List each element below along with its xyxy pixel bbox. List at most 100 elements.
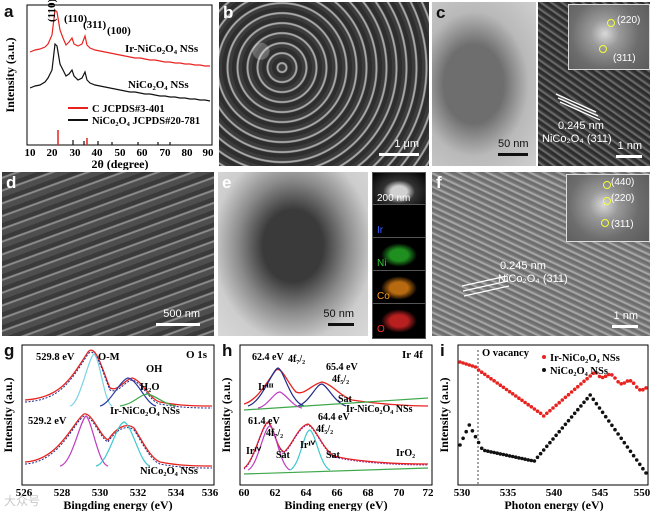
xas-ir-point (588, 374, 592, 378)
sem-d-scale-bar (156, 323, 200, 326)
xas-nico-point (597, 406, 602, 410)
xas-nico-point (526, 458, 530, 462)
fft-label-220: (220) (611, 193, 635, 204)
xas-ann-o-vacancy: O vacancy (482, 348, 530, 359)
xrd-xtick: 60 (137, 147, 149, 159)
xps-ir4f-ann-sat-1: Sat (276, 450, 291, 461)
xas-ir-point (479, 370, 484, 374)
panel-c-fft-inset: (220) (311) (568, 4, 650, 70)
xas-xtick: 550 (634, 487, 651, 499)
xps-o1s-xtick: 528 (54, 487, 71, 499)
xas-ir-point (560, 398, 565, 402)
xas-ir-point (554, 403, 558, 408)
xps-o1s-xlabel: Bingding energy (eV) (63, 498, 172, 511)
xas-nico-point (510, 454, 515, 459)
xrd-chart: 10 20 30 40 50 60 70 80 90 2θ (degree) I… (3, 0, 215, 170)
xrd-peak-110: (110) (64, 13, 88, 25)
xas-nico-point (634, 458, 639, 462)
xas-nico-point (619, 436, 623, 441)
xrd-legend-c: C JCPDS#3-401 (92, 104, 165, 115)
sem-b-scale-bar (379, 153, 419, 156)
xas-nico-point (464, 429, 468, 434)
xps-ir4f-ann-644: 64.4 eV (318, 412, 350, 423)
xas-nico-point (529, 458, 534, 463)
xas-ir-point (603, 374, 608, 378)
panel-c-tem-image: c 50 nm (432, 2, 536, 166)
xas-ir-point (638, 388, 642, 392)
xas-nico-point (495, 451, 499, 455)
panel-g-xps-o1s: 526 528 530 532 534 536 Bingding energy … (0, 340, 218, 511)
xps-ir4f-xtick: 62 (270, 487, 282, 499)
xps-o1s-xtick: 534 (168, 487, 185, 499)
xas-nico-point (467, 423, 472, 427)
panel-e-tem-image: e 50 nm (218, 172, 368, 336)
panel-b-sem-image: b 1 μm (219, 2, 429, 166)
xas-nico-point (557, 429, 561, 434)
xas-nico-point (548, 440, 552, 445)
xps-ir4f-iro2-4f52 (289, 429, 331, 471)
panel-f-hrtem-image: f (440) (220) (311) 0.245 nm NiCo₂O₄ (31… (432, 172, 650, 336)
xps-o1s-ann-5298: 529.8 eV (36, 352, 75, 363)
xas-nico-point (638, 462, 642, 467)
xps-o1s-ir-label: Ir-NiCo₂O₄ NSs (110, 406, 180, 417)
xps-ir4f-xtick: 68 (363, 487, 375, 499)
xas-ir-point (464, 362, 468, 366)
xps-ir4f-ir-4f52 (297, 383, 347, 407)
xps-ir4f-ir-label: Ir-NiCo₂O₄ NSs (346, 404, 413, 415)
xps-o1s-nico-oh (95, 421, 151, 467)
xas-ir-point (619, 382, 623, 386)
xps-ir4f-ann-iriii: Irᴵᴵᴵ (258, 382, 274, 393)
xas-nico-point (501, 452, 506, 457)
xas-ir-point (473, 365, 478, 369)
xps-ir4f-ann-4f72-bot: 4f₇/₂ (266, 428, 283, 439)
xps-ir4f-ann-624: 62.4 eV (252, 352, 284, 363)
xrd-xtick: 90 (203, 147, 215, 159)
xps-o1s-nico-om (59, 415, 109, 467)
xas-ir-point (483, 372, 487, 377)
xas-nico-point (517, 456, 521, 460)
fft-label-311: (311) (613, 53, 636, 64)
xps-ir4f-ir-4f72 (247, 367, 305, 407)
xrd-peak-100: (100) (107, 25, 131, 37)
xas-nico-point (610, 423, 614, 428)
xas-ir-point (610, 373, 614, 377)
xrd-ir-label: Ir-NiCo₂O₄ NSs (125, 43, 199, 55)
fft-spot (603, 197, 611, 205)
xps-o1s-nico-label: NiCo₂O₄ NSs (140, 466, 198, 477)
xas-ir-point (566, 392, 571, 397)
xas-ir-point (582, 379, 586, 384)
xps-o1s-xtick: 532 (130, 487, 147, 499)
panel-label-h: h (222, 341, 233, 360)
xas-nico-point (594, 401, 599, 406)
panel-d-sem-image: d 500 nm (2, 172, 214, 336)
xas-ir-series (458, 360, 648, 418)
xas-ir-point (541, 414, 546, 418)
xas-nico-point (483, 448, 487, 453)
xas-ir-point (613, 376, 617, 380)
sem-b-scale-text: 1 μm (394, 138, 419, 150)
xrd-ir-curve (29, 8, 210, 67)
xas-legend-nico-marker (542, 368, 546, 372)
xps-ir4f-chart: 60 62 64 66 68 70 72 Binding energy (eV)… (219, 344, 434, 511)
xas-ir-point (594, 371, 599, 375)
xrd-xtick: 40 (92, 147, 104, 159)
xas-ir-point (489, 376, 493, 381)
fft-spot (601, 219, 609, 227)
xas-ir-point (616, 380, 620, 384)
xas-ir-point (631, 381, 636, 385)
fft-spot (607, 19, 615, 27)
xas-ir-point (486, 374, 490, 379)
xps-ir4f-xtick: 60 (239, 487, 251, 499)
xps-o1s-ann-h2o: H₂O (140, 382, 159, 393)
xas-nico-point (616, 432, 620, 436)
xas-nico-point (461, 436, 465, 441)
panel-label-b: b (223, 3, 234, 22)
fft-spot (599, 45, 607, 53)
xps-ir4f-ir-bg (243, 397, 429, 411)
eds-map-co: Co (372, 270, 426, 306)
xps-o1s-title: O 1s (186, 349, 208, 361)
xas-ir-point (634, 385, 639, 389)
xps-ir4f-ann-iriv-1: Irᴵⱽ (246, 446, 262, 457)
xrd-ylabel: Intensity (a.u.) (3, 37, 17, 112)
xas-ir-point (545, 411, 549, 416)
